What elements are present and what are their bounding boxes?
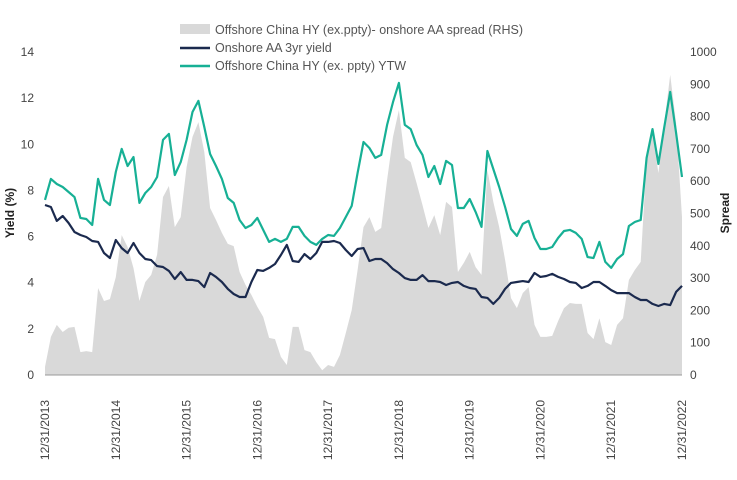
y2-tick-label: 100 [690, 336, 710, 350]
x-tick-label: 12/31/2015 [180, 400, 194, 460]
y2-tick-label: 200 [690, 303, 710, 317]
y2-tick-label: 0 [690, 368, 697, 382]
x-tick-label: 12/31/2016 [250, 400, 264, 460]
y-tick-label: 10 [21, 137, 35, 151]
legend-label-ytw: Offshore China HY (ex. ppty) YTW [215, 59, 406, 73]
x-tick-label: 12/31/2021 [604, 400, 618, 460]
y2-tick-label: 600 [690, 174, 710, 188]
y-tick-label: 4 [27, 276, 34, 290]
y-tick-label: 0 [27, 368, 34, 382]
legend-swatch-spread [180, 24, 210, 34]
y-tick-label: 14 [21, 45, 35, 59]
y2-tick-label: 400 [690, 239, 710, 253]
legend: Offshore China HY (ex.ppty)- onshore AA … [180, 23, 523, 73]
x-tick-label: 12/31/2013 [38, 400, 52, 460]
y-tick-label: 8 [27, 183, 34, 197]
y2-tick-label: 900 [690, 77, 710, 91]
y2-tick-label: 800 [690, 110, 710, 124]
x-tick-label: 12/31/2014 [109, 400, 123, 460]
y2-tick-label: 700 [690, 142, 710, 156]
y-tick-label: 12 [21, 91, 35, 105]
x-tick-label: 12/31/2017 [321, 400, 335, 460]
x-tick-label: 12/31/2020 [533, 400, 547, 460]
legend-label-spread: Offshore China HY (ex.ppty)- onshore AA … [215, 23, 523, 37]
y-tick-label: 2 [27, 322, 34, 336]
y2-tick-label: 1000 [690, 45, 717, 59]
x-tick-label: 12/31/2022 [675, 400, 689, 460]
y-tick-label: 6 [27, 230, 34, 244]
x-tick-label: 12/31/2018 [392, 400, 406, 460]
y-axis-label: Yield (%) [3, 188, 17, 238]
legend-label-onshore: Onshore AA 3yr yield [215, 41, 332, 55]
series-onshore-aa-line [44, 203, 683, 308]
series-offshore-ytw-line [43, 81, 684, 269]
y2-tick-label: 500 [690, 207, 710, 221]
y2-axis-label: Spread [718, 193, 732, 234]
y2-tick-label: 300 [690, 271, 710, 285]
x-tick-label: 12/31/2019 [463, 400, 477, 460]
series-spread-area [45, 74, 682, 376]
